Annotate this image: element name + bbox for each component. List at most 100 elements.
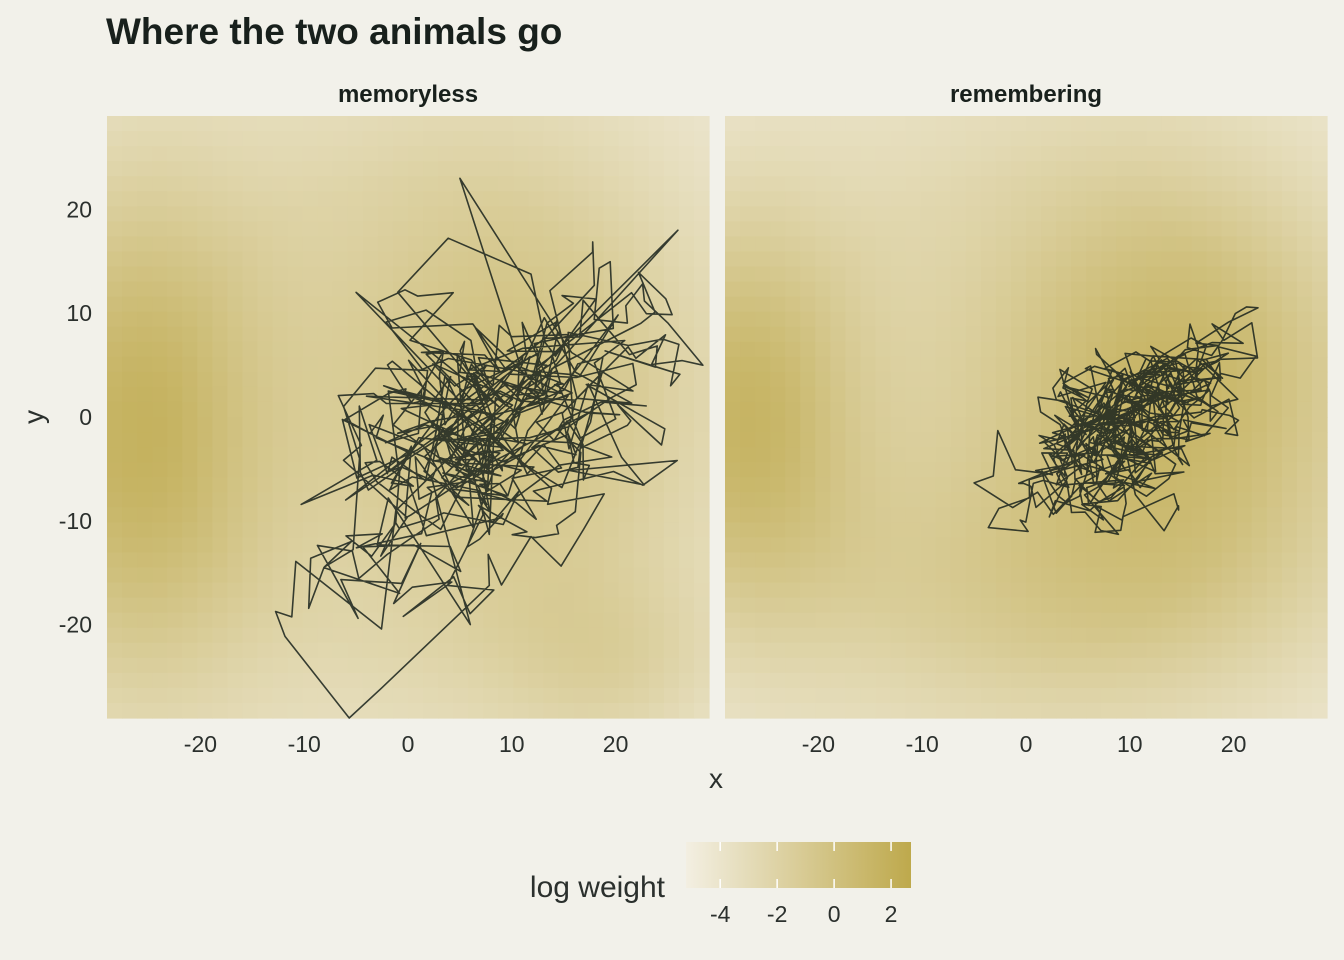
heatmap-cell [242, 552, 259, 569]
heatmap-cell [287, 266, 304, 283]
heatmap-cell [392, 401, 409, 418]
heatmap-cell [935, 251, 952, 268]
heatmap-cell [182, 672, 198, 689]
heatmap-cell [152, 281, 168, 298]
heatmap-cell [1281, 401, 1298, 418]
heatmap-cell [890, 401, 907, 418]
heatmap-cell [332, 221, 349, 237]
heatmap-cell [755, 371, 771, 388]
heatmap-cell [755, 597, 771, 614]
heatmap-cell [377, 507, 394, 523]
heatmap-cell [1161, 236, 1178, 253]
heatmap-cell [1101, 537, 1117, 554]
heatmap-cell [408, 191, 424, 207]
heatmap-cell [423, 537, 439, 554]
heatmap-cell [152, 161, 168, 177]
heatmap-cell [182, 687, 198, 704]
heatmap-cell [1131, 341, 1147, 358]
heatmap-cell [122, 191, 138, 207]
heatmap-cell [663, 447, 680, 463]
heatmap-cell [1296, 672, 1313, 689]
heatmap-cell [528, 552, 545, 569]
heatmap-cell [603, 206, 620, 222]
heatmap-cell [182, 627, 198, 644]
heatmap-cell [1101, 161, 1117, 177]
heatmap-cell [302, 176, 319, 192]
heatmap-cell [770, 341, 786, 358]
heatmap-cell [860, 251, 877, 268]
heatmap-cell [1296, 432, 1313, 448]
heatmap-cell [212, 401, 228, 418]
heatmap-cell [1101, 627, 1117, 644]
heatmap-cell [905, 612, 922, 629]
heatmap-cell [890, 386, 907, 403]
heatmap-cell [905, 281, 922, 298]
heatmap-cell [257, 176, 274, 192]
heatmap-cell [603, 161, 620, 177]
heatmap-cell [663, 161, 680, 177]
heatmap-cell [1176, 311, 1193, 328]
heatmap-cell [1206, 552, 1223, 569]
y-tick-label: 0 [79, 404, 92, 430]
heatmap-cell [725, 206, 741, 222]
heatmap-cell [212, 612, 228, 629]
heatmap-cell [1010, 642, 1027, 659]
heatmap-cell [785, 627, 801, 644]
heatmap-cell [212, 552, 228, 569]
heatmap-cell [558, 311, 575, 328]
heatmap-cell [693, 296, 710, 313]
heatmap-cell [905, 492, 922, 508]
heatmap-cell [800, 221, 816, 237]
heatmap-cell [1191, 492, 1208, 508]
heatmap-cell [347, 281, 364, 298]
heatmap-cell [362, 492, 379, 508]
heatmap-cell [725, 296, 741, 313]
heatmap-cell [167, 612, 183, 629]
heatmap-cell [1236, 627, 1253, 644]
heatmap-cell [468, 597, 484, 614]
heatmap-cell [920, 552, 937, 569]
heatmap-cell [1010, 582, 1027, 599]
heatmap-cell [830, 417, 846, 433]
heatmap-cell [1311, 687, 1328, 704]
heatmap-cell [347, 146, 364, 162]
heatmap-cell [785, 221, 801, 237]
heatmap-cell [740, 341, 756, 358]
heatmap-cell [815, 567, 831, 584]
heatmap-cell [302, 401, 319, 418]
heatmap-cell [890, 447, 907, 463]
heatmap-cell [483, 116, 499, 132]
heatmap-cell [347, 191, 364, 207]
heatmap-cell [1206, 522, 1223, 538]
heatmap-cell [212, 191, 228, 207]
heatmap-cell [935, 702, 952, 719]
heatmap-cell [152, 206, 168, 222]
heatmap-cell [995, 371, 1012, 388]
heatmap-cell [543, 191, 560, 207]
heatmap-cell [1281, 552, 1298, 569]
heatmap-cell [317, 567, 334, 584]
heatmap-cell [468, 642, 484, 659]
heatmap-cell [648, 176, 665, 192]
heatmap-cell [137, 326, 153, 343]
heatmap-cell [755, 537, 771, 554]
heatmap-cell [1311, 116, 1328, 132]
heatmap-cell [770, 176, 786, 192]
heatmap-cell [1086, 251, 1102, 268]
heatmap-cell [1206, 597, 1223, 614]
heatmap-cell [905, 507, 922, 523]
heatmap-cell [287, 522, 304, 538]
heatmap-cell [453, 116, 469, 132]
heatmap-cell [950, 161, 967, 177]
heatmap-cell [152, 131, 168, 147]
path-remembering [973, 306, 1259, 536]
heatmap-cell [347, 116, 364, 132]
heatmap-cell [1010, 612, 1027, 629]
heatmap-cell [182, 401, 198, 418]
heatmap-cell [890, 612, 907, 629]
heatmap-cell [740, 266, 756, 283]
heatmap-cell [377, 341, 394, 358]
heatmap-cell [845, 356, 862, 373]
heatmap-cell [1116, 597, 1132, 614]
heatmap-cell [543, 687, 560, 704]
